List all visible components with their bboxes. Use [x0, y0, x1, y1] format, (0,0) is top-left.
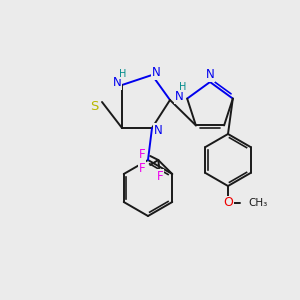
Text: F: F	[139, 161, 146, 175]
Text: H: H	[119, 69, 127, 79]
Text: O: O	[223, 196, 233, 209]
Text: N: N	[175, 90, 184, 103]
Text: S: S	[90, 100, 98, 112]
Text: H: H	[179, 82, 187, 92]
Text: N: N	[154, 124, 162, 136]
Text: N: N	[154, 124, 162, 136]
Text: F: F	[157, 169, 164, 182]
Text: CH₃: CH₃	[248, 198, 267, 208]
Text: N: N	[206, 68, 214, 82]
Text: N: N	[112, 76, 122, 89]
Text: F: F	[139, 148, 146, 160]
Text: N: N	[152, 67, 160, 80]
